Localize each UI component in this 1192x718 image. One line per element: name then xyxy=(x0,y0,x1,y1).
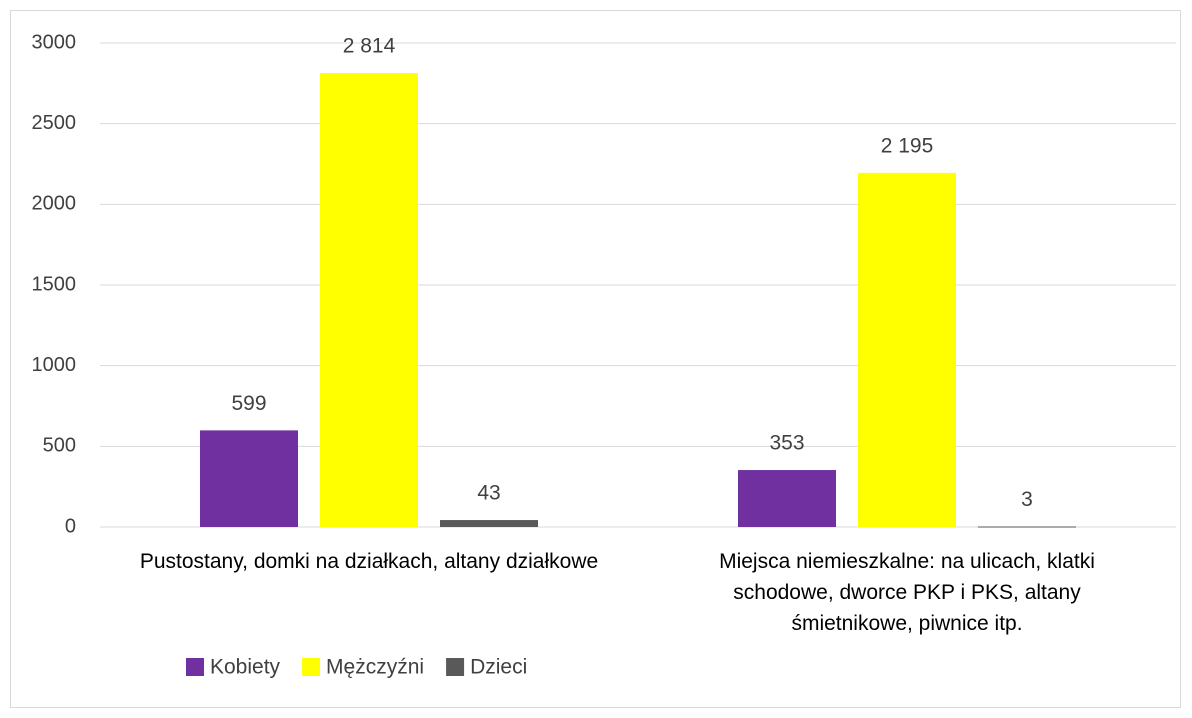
x-tick-label: Miejsca niemieszkalne: na ulicach, klatk… xyxy=(719,550,1095,635)
data-label: 2 195 xyxy=(881,134,934,157)
data-label: 3 xyxy=(1021,488,1033,511)
bar xyxy=(440,520,538,527)
y-tick-label: 1500 xyxy=(32,273,77,295)
legend-label: Dzieci xyxy=(470,656,527,679)
bar xyxy=(858,172,956,527)
chart-border xyxy=(10,10,1181,708)
legend-swatch xyxy=(186,658,204,676)
data-label: 353 xyxy=(769,432,804,455)
y-tick-label: 2500 xyxy=(32,112,77,134)
y-tick-label: 1000 xyxy=(32,354,77,376)
bar xyxy=(978,526,1076,528)
bar xyxy=(320,73,418,528)
data-label: 43 xyxy=(477,482,500,505)
x-tick-label: Pustostany, domki na działkach, altany d… xyxy=(139,550,599,573)
y-tick-label: 500 xyxy=(43,435,76,457)
legend-label: Mężczyźni xyxy=(326,656,424,679)
legend-swatch xyxy=(446,658,465,676)
legend-label: Kobiety xyxy=(210,656,281,679)
y-tick-label: 0 xyxy=(65,515,76,537)
y-tick-label: 2000 xyxy=(32,193,77,215)
legend-swatch xyxy=(302,658,321,676)
bar xyxy=(200,430,298,527)
data-label: 599 xyxy=(231,392,266,415)
y-tick-label: 3000 xyxy=(32,31,77,53)
data-label: 2 814 xyxy=(343,35,396,58)
bar xyxy=(738,470,836,527)
